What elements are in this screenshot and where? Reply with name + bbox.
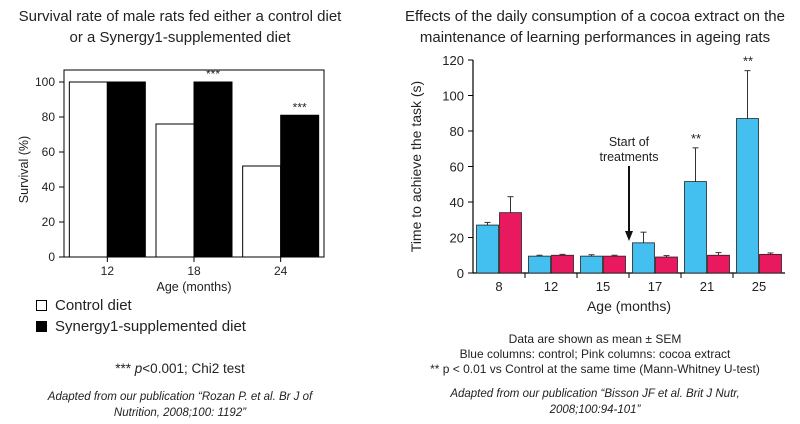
left-y-axis-label: Survival (%) [17, 136, 31, 203]
right-x-tick-label: 8 [495, 279, 502, 294]
right-bar [684, 181, 707, 274]
right-y-tick-label: 40 [450, 195, 464, 210]
right-notes: Data are shown as mean ± SEM Blue column… [395, 332, 795, 377]
right-note-1: Data are shown as mean ± SEM [508, 332, 682, 346]
right-bar [632, 242, 655, 274]
left-citation-line-1: Adapted from our publication “Rozan P. e… [47, 391, 313, 403]
right-x-tick-label: 12 [544, 279, 558, 294]
left-footnote: *** p<0.001; Chi2 test [10, 361, 350, 376]
right-y-tick-label: 120 [442, 53, 464, 68]
right-bar [655, 256, 678, 274]
left-title-line-2: or a Synergy1-supplemented diet [69, 29, 291, 46]
left-bar [242, 165, 282, 258]
right-x-tick-label: 21 [700, 279, 714, 294]
right-chart-title: Effects of the daily consumption of a co… [395, 6, 795, 48]
legend-label-synergy1: Synergy1-supplemented diet [55, 318, 246, 335]
right-bar [603, 255, 626, 274]
right-citation: Adapted from our publication “Bisson JF … [395, 386, 795, 418]
left-y-tick-label: 60 [42, 145, 56, 159]
right-y-tick-label: 60 [450, 160, 464, 175]
right-citation-line-2: 2008;100:94-101” [549, 404, 641, 416]
right-significance-label: ** [743, 54, 753, 69]
arrow-label-line-2: treatments [599, 150, 658, 164]
right-y-axis-label: Time to achieve the task (s) [408, 81, 424, 252]
left-bar [106, 81, 146, 258]
left-x-axis-label: Age (months) [156, 280, 231, 294]
left-chart-title: Survival rate of male rats fed either a … [10, 6, 350, 48]
start-arrow-head [625, 231, 633, 242]
right-y-tick-label: 0 [457, 266, 464, 281]
legend-item-synergy1: Synergy1-supplemented diet [36, 318, 246, 335]
left-x-tick-label: 18 [187, 264, 201, 278]
legend-item-control: Control diet [36, 297, 132, 314]
right-x-axis-label: Age (months) [587, 298, 671, 314]
left-footnote-rest: <0.001; Chi2 test [142, 361, 245, 376]
right-bar [580, 255, 603, 274]
left-bar [155, 123, 195, 258]
right-title-line-1: Effects of the daily consumption of a co… [405, 8, 785, 25]
right-bar [528, 255, 551, 274]
left-footnote-p: p [134, 361, 143, 376]
right-bar [736, 118, 759, 274]
right-x-tick-label: 25 [752, 279, 766, 294]
left-bar [280, 114, 320, 258]
right-note-3: ** p < 0.01 vs Control at the same time … [430, 362, 760, 376]
left-x-tick-label: 12 [101, 264, 115, 278]
right-y-tick-label: 100 [442, 89, 464, 104]
right-significance-label: ** [691, 131, 701, 146]
left-title-line-1: Survival rate of male rats fed either a … [18, 8, 342, 25]
legend-label-control: Control diet [55, 297, 132, 314]
left-footnote-stars: *** [115, 361, 132, 376]
left-y-tick-label: 100 [35, 75, 55, 89]
left-significance-label: *** [206, 67, 220, 81]
arrow-label-line-1: Start of [609, 135, 650, 149]
right-x-tick-label: 17 [648, 279, 662, 294]
right-bar [476, 224, 499, 274]
right-bar [707, 254, 730, 274]
left-y-tick-label: 40 [42, 180, 56, 194]
right-note-2: Blue columns: control; Pink columns: coc… [459, 347, 731, 361]
legend-swatch-white [36, 300, 47, 311]
right-x-tick-label: 15 [596, 279, 610, 294]
left-y-tick-label: 0 [48, 250, 55, 264]
left-y-tick-label: 80 [42, 110, 56, 124]
right-bar [759, 253, 782, 274]
right-title-line-2: maintenance of learning performances in … [419, 29, 771, 46]
legend-swatch-black [36, 321, 47, 332]
right-y-tick-label: 20 [450, 231, 464, 246]
left-x-tick-label: 24 [274, 264, 288, 278]
left-citation: Adapted from our publication “Rozan P. e… [10, 389, 350, 421]
left-y-tick-label: 20 [42, 215, 56, 229]
left-significance-label: *** [293, 100, 307, 114]
left-citation-line-2: Nutrition, 2008;100: 1192” [113, 407, 247, 419]
right-bar [551, 254, 574, 274]
left-bar [193, 81, 233, 258]
right-y-tick-label: 80 [450, 124, 464, 139]
right-citation-line-1: Adapted from our publication “Bisson JF … [450, 388, 740, 400]
right-bar [499, 212, 522, 274]
